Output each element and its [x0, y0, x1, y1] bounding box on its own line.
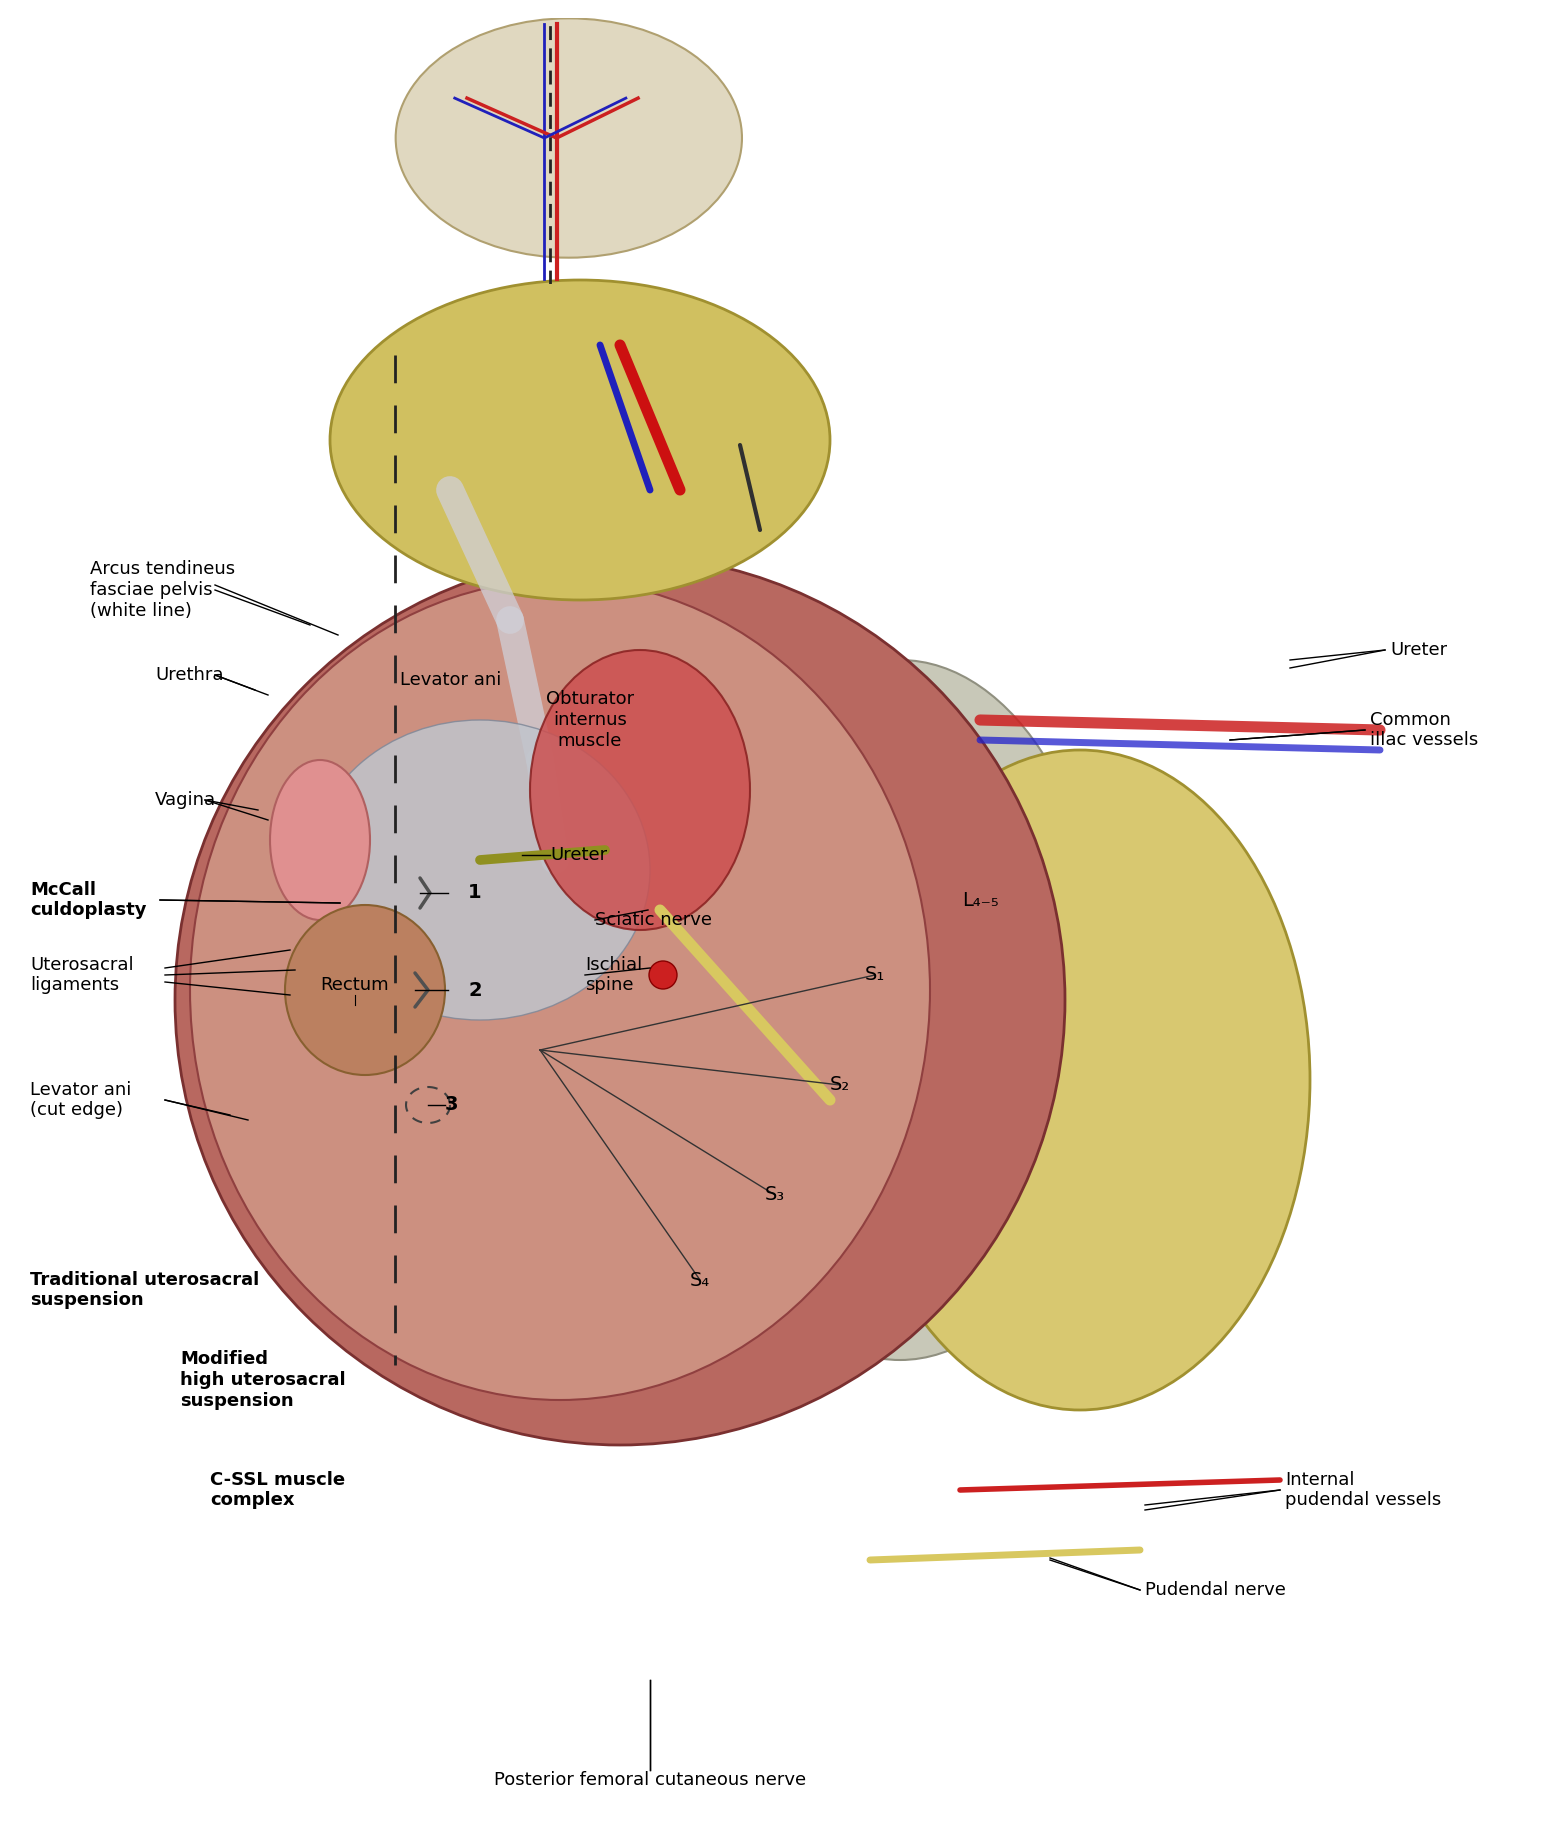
Text: Internal
pudendal vessels: Internal pudendal vessels: [1285, 1471, 1442, 1509]
Text: L₄₋₅: L₄₋₅: [962, 891, 998, 910]
Text: Ischial
spine: Ischial spine: [584, 956, 642, 994]
Text: McCall
culdoplasty: McCall culdoplasty: [30, 880, 146, 919]
Text: S₄: S₄: [689, 1271, 710, 1289]
Ellipse shape: [190, 580, 929, 1399]
Text: 2: 2: [469, 981, 481, 1000]
Text: 3: 3: [445, 1095, 459, 1115]
Ellipse shape: [849, 750, 1310, 1410]
Text: Modified
high uterosacral
suspension: Modified high uterosacral suspension: [180, 1350, 346, 1410]
Circle shape: [649, 961, 677, 989]
Text: Uterosacral
ligaments: Uterosacral ligaments: [30, 956, 133, 994]
Text: Ureter: Ureter: [550, 845, 606, 864]
Ellipse shape: [285, 904, 445, 1075]
Text: Posterior femoral cutaneous nerve: Posterior femoral cutaneous nerve: [494, 1772, 805, 1788]
Text: S₂: S₂: [831, 1075, 851, 1095]
Text: Ureter: Ureter: [1390, 642, 1448, 658]
Ellipse shape: [331, 281, 831, 600]
Text: Vagina: Vagina: [155, 790, 216, 809]
Text: Arcus tendineus
fasciae pelvis
(white line): Arcus tendineus fasciae pelvis (white li…: [89, 559, 235, 620]
Text: Levator ani
(cut edge): Levator ani (cut edge): [30, 1080, 132, 1119]
Ellipse shape: [689, 660, 1109, 1361]
Ellipse shape: [530, 649, 751, 930]
Text: 1: 1: [469, 884, 481, 902]
Text: C-SSL muscle
complex: C-SSL muscle complex: [210, 1471, 345, 1509]
Text: S₁: S₁: [865, 965, 885, 985]
Text: Levator ani: Levator ani: [400, 671, 501, 690]
Text: S₃: S₃: [765, 1185, 785, 1205]
Text: Sciatic nerve: Sciatic nerve: [595, 911, 711, 930]
Text: Obturator
internus
muscle: Obturator internus muscle: [545, 690, 635, 750]
Text: Common
illac vessels: Common illac vessels: [1370, 710, 1478, 750]
Text: Rectum: Rectum: [321, 976, 389, 994]
Text: Pudendal nerve: Pudendal nerve: [1145, 1581, 1287, 1599]
Text: Urethra: Urethra: [155, 666, 224, 684]
Text: Traditional uterosacral
suspension: Traditional uterosacral suspension: [30, 1271, 259, 1309]
Circle shape: [176, 556, 1066, 1445]
Ellipse shape: [310, 721, 650, 1020]
Ellipse shape: [270, 759, 370, 921]
